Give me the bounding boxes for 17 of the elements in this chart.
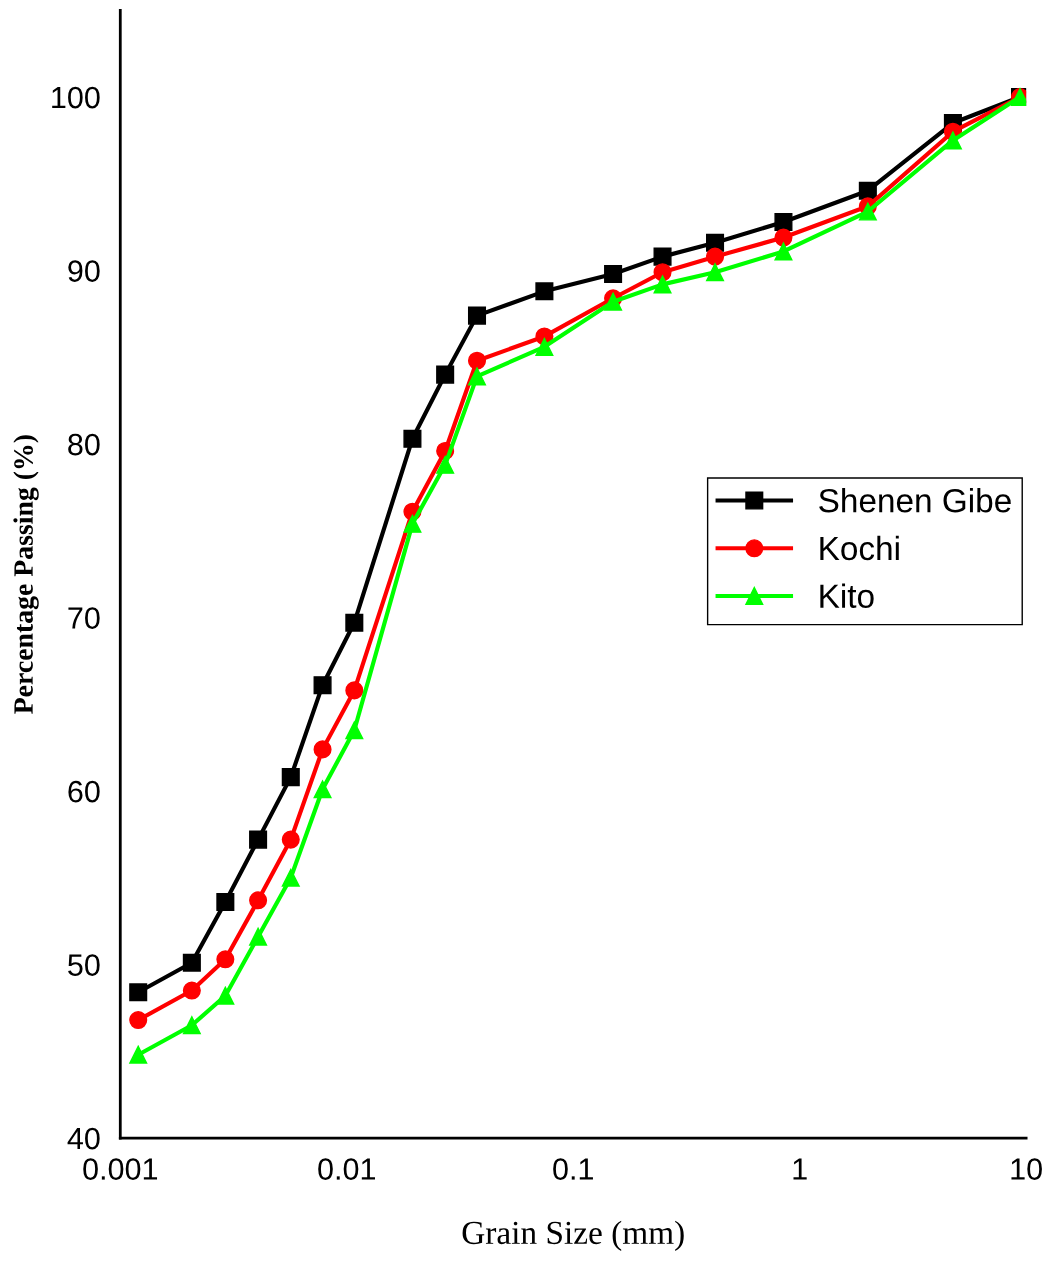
x-tick-label: 10 <box>1011 1158 1042 1180</box>
y-tick-label: 100 <box>52 86 100 109</box>
legend-label: Kito <box>820 583 874 608</box>
x-tick-label: 1 <box>793 1158 807 1180</box>
x-axis-title: Grain Size (mm) <box>462 1220 684 1251</box>
y-tick-label: 70 <box>68 607 100 629</box>
y-tick-label: 90 <box>68 260 100 282</box>
x-tick-label: 0.01 <box>318 1158 375 1180</box>
x-tick-label: 0.001 <box>83 1158 158 1180</box>
legend-label: Kochi <box>820 535 899 561</box>
x-tick-label: 0.1 <box>553 1158 593 1180</box>
y-axis-title: Percentage Passing (%) <box>13 435 39 714</box>
y-tick-label: 80 <box>68 433 100 456</box>
y-tick-label: 40 <box>67 1127 100 1150</box>
legend-label: Shenen Gibe <box>819 488 1011 513</box>
y-tick-label: 60 <box>68 780 100 803</box>
y-tick-label: 50 <box>68 954 100 976</box>
